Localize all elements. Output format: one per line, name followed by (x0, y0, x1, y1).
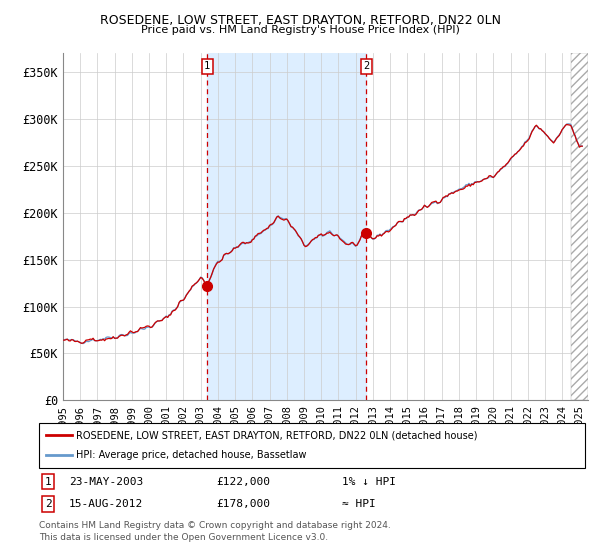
Text: ROSEDENE, LOW STREET, EAST DRAYTON, RETFORD, DN22 0LN (detached house): ROSEDENE, LOW STREET, EAST DRAYTON, RETF… (76, 430, 478, 440)
Text: £178,000: £178,000 (216, 499, 270, 509)
Text: 1% ↓ HPI: 1% ↓ HPI (342, 477, 396, 487)
Text: 2: 2 (44, 499, 52, 509)
Text: ≈ HPI: ≈ HPI (342, 499, 376, 509)
Bar (207, 53, 366, 400)
Text: £122,000: £122,000 (216, 477, 270, 487)
Text: 2: 2 (363, 62, 370, 71)
Text: HPI: Average price, detached house, Bassetlaw: HPI: Average price, detached house, Bass… (76, 450, 307, 460)
Text: Contains HM Land Registry data © Crown copyright and database right 2024.: Contains HM Land Registry data © Crown c… (39, 521, 391, 530)
Bar (571, 53, 588, 400)
Text: This data is licensed under the Open Government Licence v3.0.: This data is licensed under the Open Gov… (39, 533, 328, 542)
Text: Price paid vs. HM Land Registry's House Price Index (HPI): Price paid vs. HM Land Registry's House … (140, 25, 460, 35)
Text: 15-AUG-2012: 15-AUG-2012 (69, 499, 143, 509)
Text: 1: 1 (44, 477, 52, 487)
Text: 1: 1 (204, 62, 211, 71)
Bar (571, 53, 588, 400)
Text: ROSEDENE, LOW STREET, EAST DRAYTON, RETFORD, DN22 0LN: ROSEDENE, LOW STREET, EAST DRAYTON, RETF… (100, 14, 500, 27)
Text: 23-MAY-2003: 23-MAY-2003 (69, 477, 143, 487)
